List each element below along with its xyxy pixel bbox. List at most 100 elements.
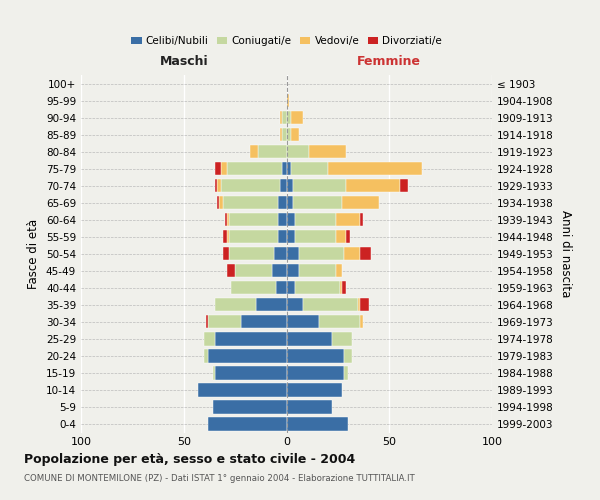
Bar — [229, 213, 278, 226]
Bar — [361, 315, 362, 328]
Y-axis label: Anni di nascita: Anni di nascita — [559, 210, 572, 298]
Bar — [290, 111, 303, 124]
Bar — [280, 179, 287, 192]
Bar — [319, 315, 361, 328]
Bar — [295, 213, 336, 226]
Bar — [208, 315, 241, 328]
Bar — [287, 179, 293, 192]
Bar — [223, 196, 278, 209]
Bar — [344, 350, 352, 362]
Bar — [206, 315, 208, 328]
Bar — [287, 366, 344, 380]
Bar — [217, 196, 218, 209]
Bar — [287, 162, 290, 175]
Bar — [229, 230, 278, 243]
Bar — [204, 350, 208, 362]
Bar — [400, 179, 408, 192]
Bar — [227, 230, 229, 243]
Y-axis label: Fasce di età: Fasce di età — [28, 218, 40, 289]
Bar — [358, 298, 361, 312]
Bar — [340, 281, 342, 294]
Bar — [287, 350, 344, 362]
Bar — [299, 264, 336, 278]
Bar — [287, 281, 295, 294]
Bar — [280, 111, 283, 124]
Bar — [287, 400, 332, 413]
Bar — [303, 298, 358, 312]
Bar — [217, 179, 221, 192]
Bar — [280, 128, 283, 141]
Bar — [287, 418, 348, 430]
Bar — [361, 298, 369, 312]
Bar — [299, 247, 344, 260]
Bar — [218, 196, 223, 209]
Legend: Celibi/Nubili, Coniugati/e, Vedovi/e, Divorziati/e: Celibi/Nubili, Coniugati/e, Vedovi/e, Di… — [127, 32, 446, 50]
Bar — [215, 332, 287, 345]
Bar — [287, 247, 299, 260]
Bar — [235, 264, 272, 278]
Bar — [336, 230, 346, 243]
Bar — [295, 281, 340, 294]
Bar — [221, 162, 227, 175]
Bar — [344, 366, 348, 380]
Bar — [287, 94, 289, 107]
Bar — [290, 162, 328, 175]
Bar — [205, 332, 215, 345]
Bar — [250, 145, 258, 158]
Bar — [225, 213, 227, 226]
Bar — [336, 264, 342, 278]
Bar — [295, 230, 336, 243]
Bar — [342, 281, 346, 294]
Bar — [309, 145, 346, 158]
Bar — [215, 298, 256, 312]
Bar — [287, 196, 293, 209]
Bar — [346, 230, 350, 243]
Bar — [287, 264, 299, 278]
Text: Popolazione per età, sesso e stato civile - 2004: Popolazione per età, sesso e stato civil… — [24, 452, 355, 466]
Bar — [287, 128, 290, 141]
Bar — [342, 196, 379, 209]
Bar — [258, 145, 287, 158]
Bar — [287, 230, 295, 243]
Bar — [283, 111, 287, 124]
Bar — [361, 247, 371, 260]
Bar — [328, 162, 422, 175]
Bar — [215, 366, 287, 380]
Bar — [198, 384, 287, 396]
Bar — [231, 281, 276, 294]
Bar — [274, 247, 287, 260]
Bar — [212, 366, 215, 380]
Bar — [283, 162, 287, 175]
Bar — [278, 196, 287, 209]
Bar — [215, 179, 217, 192]
Bar — [293, 179, 346, 192]
Bar — [227, 264, 235, 278]
Bar — [287, 145, 309, 158]
Bar — [221, 179, 280, 192]
Bar — [287, 315, 319, 328]
Text: Maschi: Maschi — [160, 55, 208, 68]
Bar — [227, 213, 229, 226]
Text: Femmine: Femmine — [357, 55, 421, 68]
Bar — [272, 264, 287, 278]
Bar — [287, 213, 295, 226]
Bar — [283, 128, 287, 141]
Bar — [223, 230, 227, 243]
Bar — [278, 230, 287, 243]
Bar — [208, 350, 287, 362]
Bar — [241, 315, 287, 328]
Bar — [208, 418, 287, 430]
Bar — [290, 128, 299, 141]
Text: COMUNE DI MONTEMILONE (PZ) - Dati ISTAT 1° gennaio 2004 - Elaborazione TUTTITALI: COMUNE DI MONTEMILONE (PZ) - Dati ISTAT … — [24, 474, 415, 483]
Bar — [293, 196, 342, 209]
Bar — [276, 281, 287, 294]
Bar — [227, 162, 283, 175]
Bar — [287, 111, 290, 124]
Bar — [223, 247, 229, 260]
Bar — [332, 332, 352, 345]
Bar — [215, 162, 221, 175]
Bar — [287, 332, 332, 345]
Bar — [278, 213, 287, 226]
Bar — [287, 384, 342, 396]
Bar — [229, 247, 274, 260]
